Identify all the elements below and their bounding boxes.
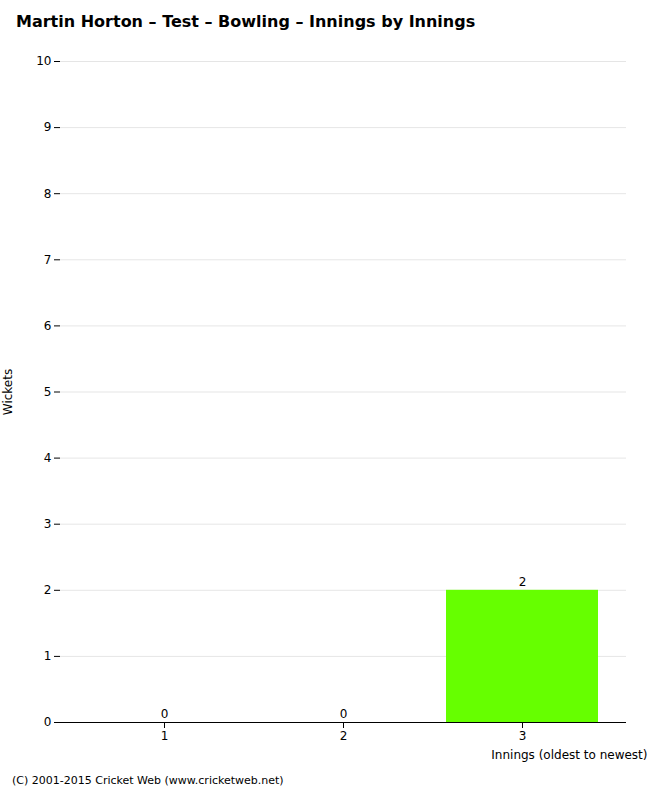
svg-text:4: 4 <box>44 451 52 465</box>
svg-text:7: 7 <box>44 253 52 267</box>
svg-text:0: 0 <box>340 707 348 721</box>
svg-text:2: 2 <box>519 575 527 589</box>
svg-text:Wickets: Wickets <box>1 369 15 415</box>
html-text:(C) 2001-2015 Cricket Web (www: (C) 2001-2015 Cricket Web (www.cricketwe… <box>12 774 284 787</box>
svg-text:1: 1 <box>161 729 169 743</box>
svg-text:3: 3 <box>519 729 527 743</box>
svg-text:8: 8 <box>44 187 52 201</box>
svg-text:2: 2 <box>44 583 52 597</box>
svg-text:3: 3 <box>44 517 52 531</box>
svg-text:Innings (oldest to newest): Innings (oldest to newest) <box>491 748 647 762</box>
html-text:Martin Horton – Test – Bowling: Martin Horton – Test – Bowling – Innings… <box>16 12 476 31</box>
svg-text:9: 9 <box>44 120 52 134</box>
svg-text:0: 0 <box>161 707 169 721</box>
svg-text:2: 2 <box>340 729 348 743</box>
svg-text:10: 10 <box>36 54 51 68</box>
svg-text:6: 6 <box>44 319 52 333</box>
svg-text:5: 5 <box>44 385 52 399</box>
svg-text:0: 0 <box>44 715 52 729</box>
svg-text:1: 1 <box>44 649 52 663</box>
